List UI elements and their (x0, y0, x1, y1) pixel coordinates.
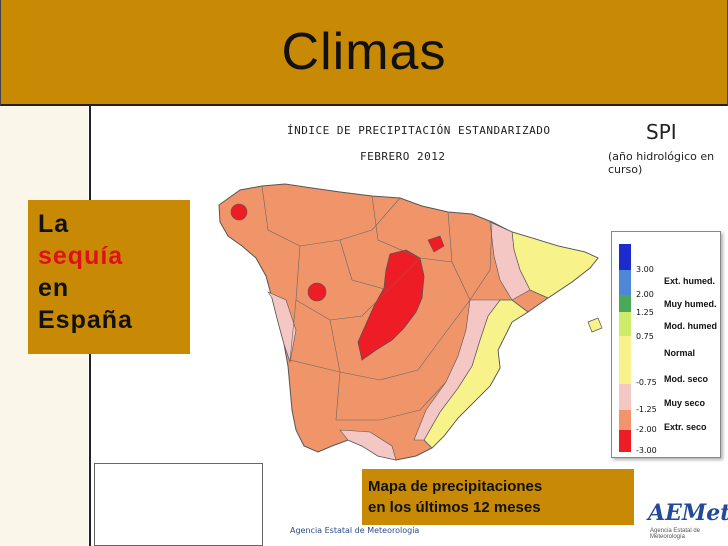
legend-category: Ext. humed. (664, 276, 716, 286)
index-note: (año hidrológico en curso) (608, 150, 715, 176)
map-date: FEBRERO 2012 (360, 150, 446, 163)
title-bar (0, 0, 728, 106)
legend-threshold: -2.00 (636, 425, 657, 434)
agency-credit: Agencia Estatal de Meteorología (290, 526, 420, 535)
map-region-moddry-south (339, 429, 397, 461)
side-label-highlight: sequía (38, 242, 124, 270)
legend-swatch-mod-seco (619, 384, 631, 410)
map-region-moddry-ne (489, 221, 531, 301)
map-region-extreme-dry-galicia (230, 203, 248, 221)
legend-category: Extr. seco (664, 422, 707, 432)
map-region-extreme-dry-north (427, 235, 445, 253)
legend-threshold: 0.75 (636, 332, 654, 341)
legend-category: Mod. seco (664, 374, 709, 384)
legend-swatch-muy-humed (619, 295, 631, 312)
map-caption-box: Mapa de precipitaciones en los últimos 1… (362, 469, 634, 525)
aemet-logo-text: AEMet (648, 500, 728, 526)
side-label-line: España (38, 306, 133, 334)
aemet-logo: AEMet Agencia Estatal de Meteorología (648, 500, 728, 540)
legend-category: Normal (664, 348, 696, 358)
map-region-ibiza (587, 317, 603, 333)
map-region-extreme-dry-west (307, 282, 327, 302)
legend-category: Muy seco (664, 398, 706, 408)
side-label-line: en (38, 274, 70, 302)
legend-swatch-extr-seco (619, 430, 631, 452)
canary-inset-frame (94, 463, 263, 546)
legend-swatch-muy-seco (619, 410, 631, 430)
index-name: SPI (646, 120, 677, 144)
caption-line: Mapa de precipitaciones (368, 478, 543, 495)
legend-swatch-ext-humed (619, 270, 631, 295)
legend-category: Muy humed. (664, 299, 717, 309)
map-region-moddry-east (413, 299, 501, 441)
spi-legend: 3.00 2.00 1.25 0.75 -0.75 -1.25 -2.00 -3… (611, 231, 721, 458)
map-heading: ÍNDICE DE PRECIPITACIÓN ESTANDARIZADO (287, 124, 551, 137)
legend-threshold: -0.75 (636, 378, 657, 387)
legend-swatch-normal (619, 336, 631, 384)
caption-line: en los últimos 12 meses (368, 499, 541, 516)
legend-category: Mod. humed (664, 321, 717, 331)
map-region-extreme-dry-center (357, 249, 425, 361)
map-region-moddry-west (267, 291, 297, 364)
legend-threshold: 2.00 (636, 290, 654, 299)
legend-swatch-ext-humed-top (619, 244, 631, 270)
legend-threshold: 3.00 (636, 265, 654, 274)
aemet-logo-subtitle: Agencia Estatal de Meteorología (650, 528, 701, 540)
legend-threshold: -1.25 (636, 405, 657, 414)
slide-title: Climas (281, 23, 447, 81)
legend-swatch-mod-humed (619, 312, 631, 336)
legend-threshold: 1.25 (636, 308, 654, 317)
legend-threshold: -3.00 (636, 446, 657, 455)
side-label-box: La sequía en España (28, 200, 190, 354)
side-label-line: La (38, 210, 70, 238)
